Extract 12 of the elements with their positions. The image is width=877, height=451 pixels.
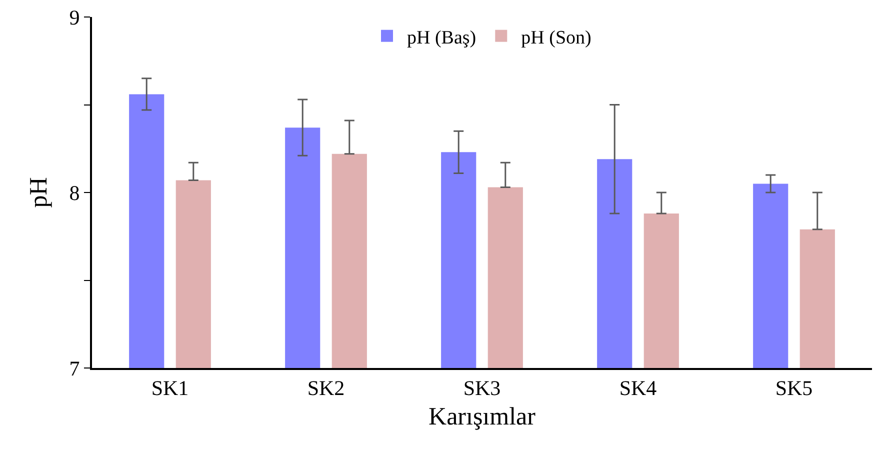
- legend-label: pH (Baş): [407, 27, 476, 48]
- x-tick-label: SK1: [151, 376, 189, 400]
- y-tick-label: 7: [69, 356, 80, 380]
- x-tick-label: SK5: [775, 376, 813, 400]
- y-axis-title: pH: [26, 177, 53, 208]
- legend-label: pH (Son): [521, 27, 592, 48]
- x-axis-title: Karışımlar: [428, 404, 536, 431]
- x-tick-label: SK2: [307, 376, 345, 400]
- x-tick-label: SK4: [619, 376, 658, 400]
- y-tick-label: 9: [69, 5, 80, 30]
- x-tick-label: SK3: [463, 376, 501, 400]
- y-tick-label: 8: [69, 180, 80, 205]
